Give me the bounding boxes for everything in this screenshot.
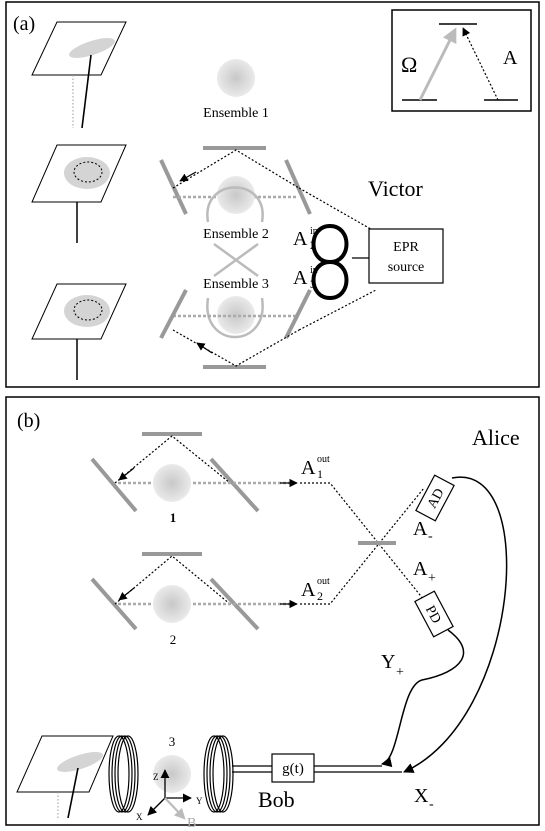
gt-label: g(t) [282, 761, 304, 777]
ad-feedback-wire [403, 476, 508, 773]
ensemble-1-atom [217, 59, 255, 97]
ensemble-3-number: 3 [169, 734, 176, 749]
cavity-1 [90, 432, 298, 513]
svg-text:3: 3 [310, 277, 316, 291]
axis-x-label: X [136, 812, 143, 822]
svg-text:-: - [428, 529, 433, 544]
label-a-plus: A + [413, 558, 436, 586]
ensemble-1-label: Ensemble 1 [203, 106, 269, 121]
ensemble-crossing-lines [213, 242, 259, 278]
axes-triad: Z Y X B [136, 769, 203, 831]
svg-text:2: 2 [310, 238, 316, 252]
svg-text:-: - [429, 797, 434, 812]
axis-y-label: Y [196, 796, 203, 806]
coil-right [203, 735, 234, 813]
label-a3-in: A in 3 [293, 265, 318, 291]
svg-text:out: out [317, 454, 330, 465]
svg-text:Y: Y [381, 651, 395, 673]
epr-entanglement-symbol [311, 223, 349, 301]
panel-a-frame [5, 1, 540, 388]
plate-a-middle [31, 144, 127, 243]
level-a-label: A [503, 47, 518, 69]
svg-text:+: + [428, 571, 436, 586]
ad-detector: AD [415, 474, 455, 522]
svg-text:+: + [396, 665, 404, 680]
cavity-3 [159, 289, 377, 369]
svg-text:in: in [310, 265, 318, 276]
coil-left [108, 735, 139, 813]
gt-box [271, 753, 315, 783]
ensemble-2-label: Ensemble 2 [203, 227, 269, 242]
cavity-2b [90, 552, 298, 631]
axis-b-label: B [187, 816, 196, 831]
victor-label: Victor [368, 176, 424, 201]
label-y-plus: Y + [381, 651, 404, 680]
cavity-2-number: 2 [170, 632, 177, 647]
epr-source-line1: EPR [393, 240, 419, 255]
cavity-1-number: 1 [170, 510, 177, 525]
plate-a-top [31, 21, 127, 129]
svg-text:A: A [301, 579, 316, 601]
svg-text:PD: PD [422, 603, 444, 626]
label-a2-in: A in 2 [293, 226, 318, 252]
beam-splitter-network [300, 482, 425, 605]
panel-b-frame [5, 396, 540, 826]
svg-text:X: X [414, 785, 429, 807]
ensemble-3-label: Ensemble 3 [203, 277, 269, 292]
label-a1-out: A out 1 [301, 454, 330, 481]
label-x-minus: X - [414, 785, 434, 812]
svg-text:out: out [317, 576, 330, 587]
axis-z-label: Z [153, 772, 159, 782]
svg-text:A: A [413, 518, 428, 540]
svg-text:in: in [310, 226, 318, 237]
plate-b [16, 735, 114, 820]
svg-text:A: A [413, 558, 428, 580]
svg-text:1: 1 [317, 467, 323, 481]
level-scheme-inset: Ω A [391, 9, 532, 112]
label-a2-out: A out 2 [301, 576, 330, 603]
cavity-2 [159, 146, 377, 233]
svg-text:A: A [293, 228, 308, 250]
ensemble-3-atom-b [153, 755, 191, 793]
svg-text:A: A [301, 457, 316, 479]
epr-source-box [368, 228, 444, 284]
pd-feedback-wire [380, 629, 465, 768]
svg-text:A: A [293, 267, 308, 289]
label-a-minus: A - [413, 518, 433, 544]
panel-a-label: (a) [13, 13, 35, 35]
panel-b-label: (b) [17, 410, 40, 432]
bob-label: Bob [258, 787, 295, 812]
omega-label: Ω [401, 52, 417, 77]
alice-label: Alice [472, 425, 520, 450]
epr-source-line2: source [388, 260, 425, 275]
pd-detector: PD [414, 590, 454, 638]
plate-a-bottom [31, 283, 127, 380]
svg-text:2: 2 [317, 589, 323, 603]
